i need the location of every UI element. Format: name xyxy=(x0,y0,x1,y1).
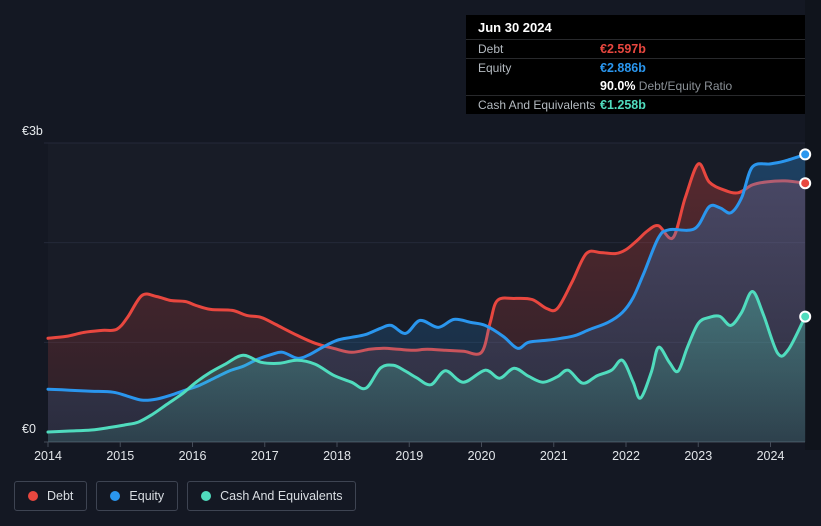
x-axis-label: 2016 xyxy=(178,449,207,463)
debt-series-dot-icon xyxy=(28,491,38,501)
legend-item-cash[interactable]: Cash And Equivalents xyxy=(187,481,357,511)
legend: Debt Equity Cash And Equivalents xyxy=(14,481,357,511)
tooltip: Jun 30 2024 Debt €2.597b Equity €2.886b … xyxy=(466,15,805,114)
equity-endpoint-marker xyxy=(799,148,812,161)
tooltip-ratio: 90.0% Debt/Equity Ratio xyxy=(600,79,793,93)
tooltip-row-equity: Equity €2.886b xyxy=(466,59,805,77)
y-axis-label-bottom: €0 xyxy=(22,422,36,436)
y-axis-label-top: €3b xyxy=(22,124,43,138)
cash-and-equivalents-endpoint-marker xyxy=(799,310,812,323)
legend-item-debt[interactable]: Debt xyxy=(14,481,88,511)
x-axis-label: 2019 xyxy=(395,449,424,463)
tooltip-row-debt: Debt €2.597b xyxy=(466,40,805,59)
tooltip-date: Jun 30 2024 xyxy=(466,15,805,40)
x-axis-label: 2015 xyxy=(106,449,135,463)
tooltip-cash-value: €1.258b xyxy=(600,98,646,112)
tooltip-ratio-label: Debt/Equity Ratio xyxy=(638,79,733,93)
legend-label-equity: Equity xyxy=(129,489,165,503)
x-axis-label: 2022 xyxy=(612,449,640,463)
cash-and-equivalents-line xyxy=(46,290,807,434)
x-axis-label: 2018 xyxy=(323,449,351,463)
x-axis-label: 2021 xyxy=(539,449,568,463)
tooltip-equity-value: €2.886b xyxy=(600,61,646,75)
x-axis-label: 2017 xyxy=(250,449,279,463)
x-axis-label: 2023 xyxy=(684,449,713,463)
tooltip-row-cash: Cash And Equivalents €1.258b xyxy=(466,96,805,114)
cash-and-equivalents-area xyxy=(48,291,806,442)
equity-series-dot-icon xyxy=(110,491,121,501)
tooltip-debt-value: €2.597b xyxy=(600,42,646,56)
x-axis-label: 2014 xyxy=(34,449,62,463)
legend-item-equity[interactable]: Equity xyxy=(96,481,179,511)
legend-label-debt: Debt xyxy=(47,489,74,503)
cash-series-dot-icon xyxy=(201,491,212,501)
debt-endpoint-marker xyxy=(799,177,812,190)
tooltip-cash-label: Cash And Equivalents xyxy=(478,98,596,112)
legend-label-cash: Cash And Equivalents xyxy=(220,489,343,503)
tooltip-equity-label: Equity xyxy=(478,61,512,75)
tooltip-row-ratio: 90.0% Debt/Equity Ratio xyxy=(466,77,805,96)
x-axis-label: 2020 xyxy=(467,449,496,463)
tooltip-debt-label: Debt xyxy=(478,42,504,56)
tooltip-ratio-value: 90.0% xyxy=(600,79,636,93)
x-axis-label: 2024 xyxy=(756,449,785,463)
